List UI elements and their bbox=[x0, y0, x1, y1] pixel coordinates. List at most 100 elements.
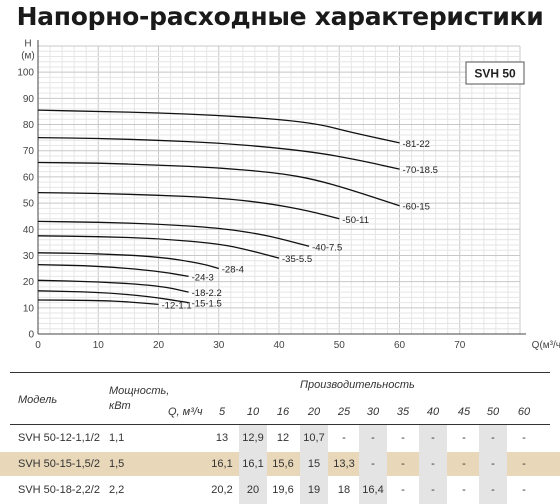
row-cell: - bbox=[371, 458, 375, 470]
curve-35-5.5 bbox=[37, 235, 280, 259]
row-cell: - bbox=[431, 432, 435, 444]
column-header-power: Мощность, кВт bbox=[109, 384, 179, 414]
row-cell: 12 bbox=[276, 432, 290, 444]
row-power: 2,2 bbox=[109, 484, 125, 496]
curve-12-1.1 bbox=[37, 299, 159, 306]
column-header-performance: Производительность bbox=[300, 379, 415, 391]
row-cell: - bbox=[342, 432, 346, 444]
row-cell: 19,6 bbox=[272, 484, 294, 496]
row-cell: 10,7 bbox=[303, 432, 325, 444]
curve-label: -50-11 bbox=[342, 215, 369, 226]
curve-label: -28-4 bbox=[222, 265, 244, 276]
grey-column-band bbox=[300, 424, 328, 504]
q-value-header: 30 bbox=[366, 406, 380, 418]
y-axis-label: H bbox=[24, 38, 31, 49]
y-tick-label: 40 bbox=[23, 225, 35, 236]
row-cell: - bbox=[522, 458, 526, 470]
curve-label: -18-2.2 bbox=[192, 288, 222, 299]
y-tick-label: 0 bbox=[28, 330, 34, 341]
q-value-header: 10 bbox=[246, 406, 260, 418]
grey-column-band bbox=[419, 424, 447, 504]
x-tick-label: 0 bbox=[35, 340, 41, 350]
grey-column-band bbox=[239, 424, 267, 504]
x-tick-label: 70 bbox=[454, 340, 466, 350]
curve-label: -24-3 bbox=[192, 272, 214, 283]
model-badge: SVH 50 bbox=[474, 67, 516, 81]
y-tick-label: 80 bbox=[23, 120, 35, 131]
row-cell: - bbox=[401, 484, 405, 496]
y-tick-label: 30 bbox=[23, 251, 35, 262]
row-cell: 20 bbox=[246, 484, 260, 496]
curve-label: -70-18.5 bbox=[403, 165, 438, 176]
row-cell: - bbox=[462, 432, 466, 444]
curve-24-3 bbox=[37, 263, 189, 278]
y-axis-unit: (м) bbox=[21, 50, 35, 61]
head-flow-chart: 0 10 20 30 40 50 60 70 0 10 20 30 40 50 60 70 80 90 100 H(м… bbox=[17, 38, 560, 350]
row-cell: 15,6 bbox=[272, 458, 294, 470]
q-value-header: 40 bbox=[426, 406, 440, 418]
row-cell: - bbox=[401, 458, 405, 470]
row-model: SVH 50-15-1,5/2 bbox=[18, 458, 100, 470]
curve-label: -40-7.5 bbox=[312, 242, 342, 253]
q-value-header: 60 bbox=[517, 406, 531, 418]
row-cell: - bbox=[431, 458, 435, 470]
row-cell: - bbox=[462, 458, 466, 470]
q-value-header: 20 bbox=[307, 406, 321, 418]
q-value-header: 5 bbox=[218, 406, 226, 418]
x-tick-label: 40 bbox=[273, 340, 285, 350]
q-value-header: 25 bbox=[337, 406, 351, 418]
row-cell: 13,3 bbox=[333, 458, 355, 470]
row-cell: - bbox=[462, 484, 466, 496]
y-tick-label: 10 bbox=[23, 303, 35, 314]
row-cell: - bbox=[522, 432, 526, 444]
curve-28-4 bbox=[37, 252, 219, 270]
row-cell: 19 bbox=[307, 484, 321, 496]
curve-70-18.5 bbox=[37, 136, 400, 170]
q-value-header: 50 bbox=[486, 406, 500, 418]
table-top-rule bbox=[10, 372, 550, 373]
row-cell: - bbox=[522, 484, 526, 496]
row-cell: 16,1 bbox=[211, 458, 233, 470]
column-header-model: Модель bbox=[18, 394, 58, 406]
page-title: Напорно-расходные характеристики bbox=[16, 2, 544, 31]
row-power: 1,5 bbox=[109, 458, 125, 470]
performance-table: Модель Мощность, кВт Производительность … bbox=[0, 362, 560, 504]
x-axis-label: Q(м³/ч) bbox=[532, 340, 560, 350]
curve-18-2.2 bbox=[37, 279, 189, 293]
x-tick-label: 10 bbox=[93, 340, 105, 350]
y-tick-label: 20 bbox=[23, 277, 35, 288]
curve-81-22 bbox=[37, 109, 400, 144]
row-cell: 15 bbox=[307, 458, 321, 470]
model-badge-box bbox=[465, 61, 525, 85]
highlight-row-band bbox=[0, 452, 560, 476]
x-tick-label: 30 bbox=[213, 340, 225, 350]
x-tick-label: 60 bbox=[394, 340, 406, 350]
table-header-rule bbox=[10, 424, 550, 425]
row-cell: 16,1 bbox=[242, 458, 264, 470]
row-cell: 20,2 bbox=[211, 484, 233, 496]
y-tick-label: 90 bbox=[23, 94, 35, 105]
row-cell: 13 bbox=[215, 432, 229, 444]
row-model: SVH 50-12-1,1/2 bbox=[18, 432, 100, 444]
y-tick-label: 70 bbox=[23, 146, 35, 157]
row-cell: - bbox=[491, 484, 495, 496]
q-value-header: 35 bbox=[396, 406, 410, 418]
y-tick-label: 50 bbox=[23, 199, 35, 210]
row-model: SVH 50-18-2,2/2 bbox=[18, 484, 100, 496]
curve-label: -81-22 bbox=[403, 139, 430, 150]
q-value-header: 16 bbox=[276, 406, 290, 418]
row-cell: - bbox=[491, 432, 495, 444]
curve-label: -15-1.5 bbox=[192, 299, 222, 310]
y-tick-label: 60 bbox=[23, 172, 35, 183]
row-cell: 12,9 bbox=[242, 432, 264, 444]
column-header-power-text: Мощность, кВт bbox=[109, 385, 170, 412]
curve-label: -35-5.5 bbox=[282, 254, 312, 265]
curve-50-11 bbox=[37, 191, 340, 220]
y-tick-label: 100 bbox=[17, 68, 34, 79]
row-cell: - bbox=[371, 432, 375, 444]
row-cell: - bbox=[431, 484, 435, 496]
curve-label: -60-15 bbox=[403, 202, 430, 213]
row-cell: - bbox=[491, 458, 495, 470]
curve-60-15 bbox=[37, 161, 400, 207]
grey-column-band bbox=[359, 424, 387, 504]
